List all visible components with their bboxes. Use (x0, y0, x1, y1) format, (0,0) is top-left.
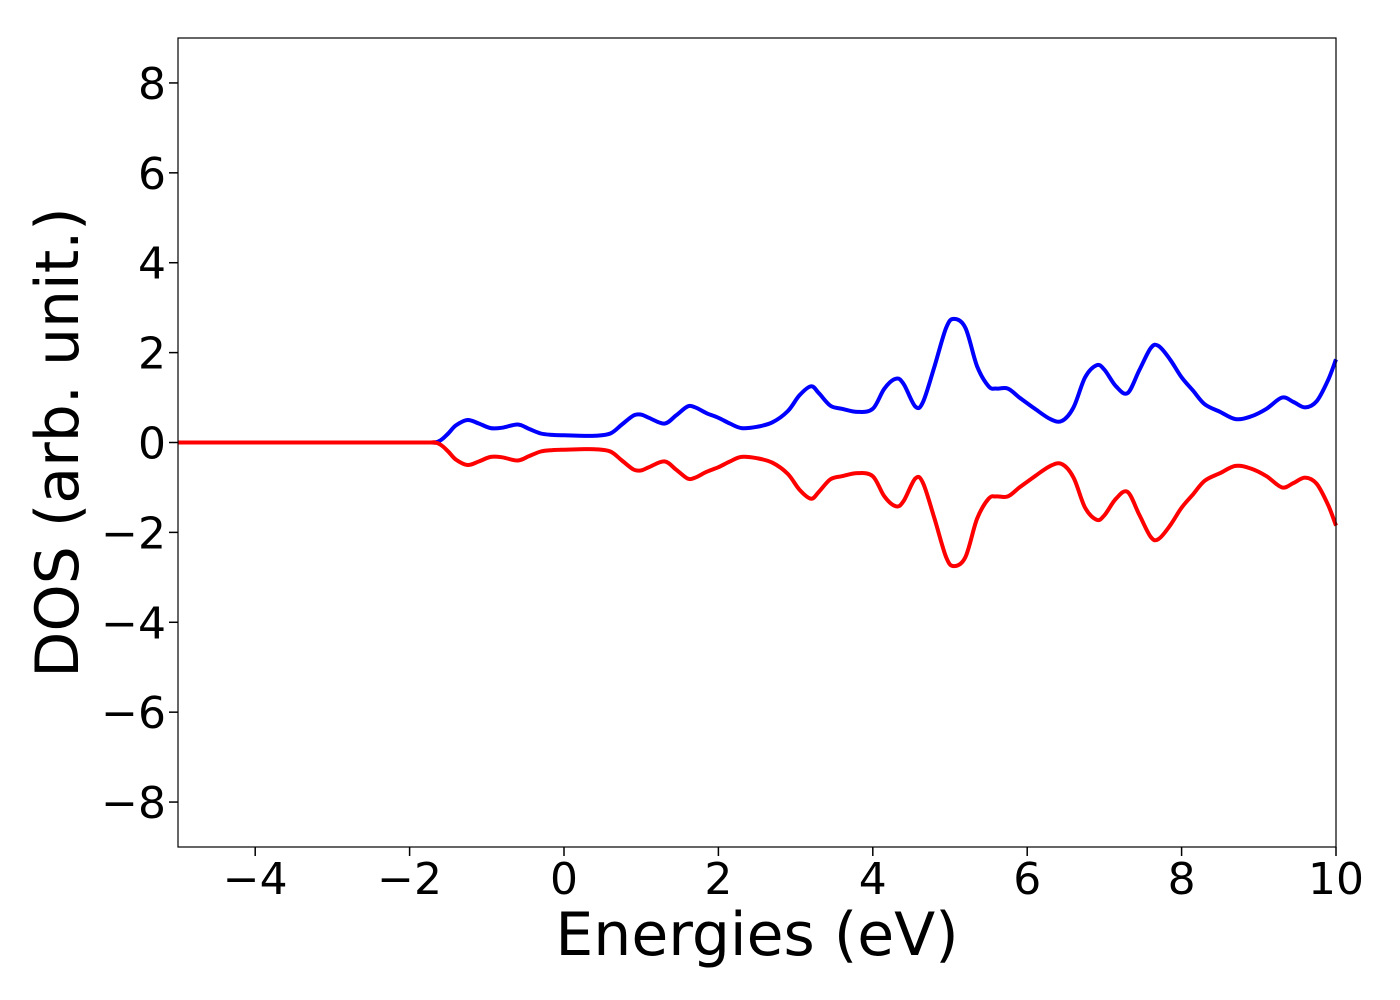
x-tick-label: 6 (1013, 854, 1041, 905)
y-tick-label: 4 (138, 239, 166, 290)
y-tick-label: −4 (101, 598, 166, 649)
y-tick-label: 6 (138, 149, 166, 200)
x-axis: −4 −2 0 2 4 6 8 10 (223, 847, 1364, 905)
series-line-1 (177, 440, 1338, 569)
x-tick-label: 4 (859, 854, 887, 905)
y-tick-label: 2 (138, 329, 166, 380)
y-axis: 8 6 4 2 0 −2 −4 −6 −8 (101, 59, 178, 829)
x-tick-label: 0 (550, 854, 578, 905)
y-tick-label: −8 (101, 778, 166, 829)
x-tick-label: 8 (1168, 854, 1196, 905)
plot-area (177, 316, 1338, 569)
y-tick-label: −6 (101, 688, 166, 739)
y-tick-label: −2 (101, 508, 166, 559)
x-tick-label: −4 (223, 854, 288, 905)
series-line-0 (177, 316, 1338, 445)
x-tick-label: 10 (1308, 854, 1364, 905)
x-tick-label: −2 (377, 854, 442, 905)
plot-frame (177, 37, 1337, 848)
y-tick-label: 0 (138, 419, 166, 470)
y-axis-title: DOS (arb. unit.) (23, 207, 93, 677)
y-tick-label: 8 (138, 59, 166, 110)
x-tick-label: 2 (704, 854, 732, 905)
x-axis-title: Energies (eV) (555, 900, 958, 970)
